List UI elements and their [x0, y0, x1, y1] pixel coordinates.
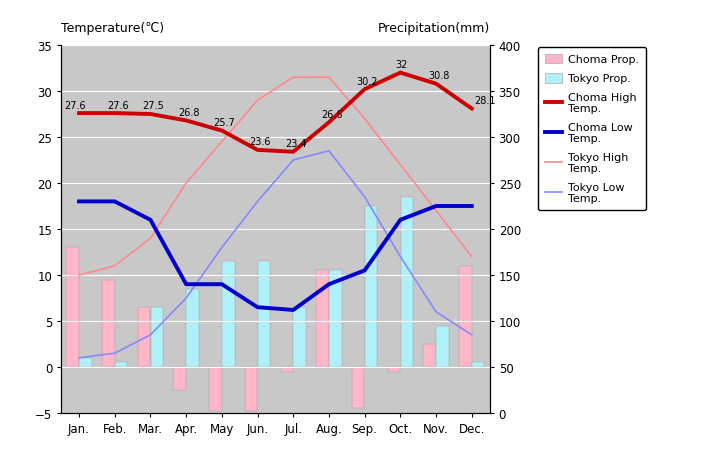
Text: 27.6: 27.6	[107, 101, 129, 110]
Bar	[281, 367, 293, 372]
Bar	[472, 363, 485, 367]
Bar	[66, 248, 79, 367]
Bar	[245, 367, 257, 411]
Bar	[186, 289, 199, 367]
Text: 23.6: 23.6	[250, 137, 271, 147]
Text: 27.5: 27.5	[143, 101, 164, 111]
Bar	[258, 262, 270, 367]
Bar	[352, 367, 364, 409]
Bar	[138, 308, 150, 367]
Text: Temperature(℃): Temperature(℃)	[61, 22, 164, 35]
Legend: Choma Prop., Tokyo Prop., Choma High
Temp., Choma Low
Temp., Tokyo High
Temp., T: Choma Prop., Tokyo Prop., Choma High Tem…	[538, 48, 646, 210]
Bar	[400, 197, 413, 367]
Text: 23.4: 23.4	[285, 139, 307, 149]
Bar	[150, 308, 163, 367]
Bar	[329, 271, 341, 367]
Text: 28.1: 28.1	[474, 96, 496, 106]
Text: 27.6: 27.6	[64, 101, 86, 110]
Bar	[79, 358, 91, 367]
Bar	[210, 367, 222, 411]
Text: Precipitation(mm): Precipitation(mm)	[377, 22, 490, 35]
Bar	[365, 207, 377, 367]
Bar	[316, 271, 329, 367]
Bar	[387, 367, 400, 372]
Bar	[459, 266, 472, 367]
Bar	[174, 367, 186, 390]
Text: 32: 32	[395, 60, 408, 70]
Bar	[436, 326, 449, 367]
Bar	[423, 344, 436, 367]
Bar	[102, 280, 114, 367]
Bar	[222, 262, 235, 367]
Text: 26.8: 26.8	[179, 108, 199, 118]
Text: 30.2: 30.2	[357, 77, 378, 86]
Bar	[115, 363, 127, 367]
Text: 25.7: 25.7	[213, 118, 235, 128]
Text: 30.8: 30.8	[428, 71, 449, 81]
Text: 26.6: 26.6	[321, 110, 343, 119]
Bar	[294, 308, 306, 367]
